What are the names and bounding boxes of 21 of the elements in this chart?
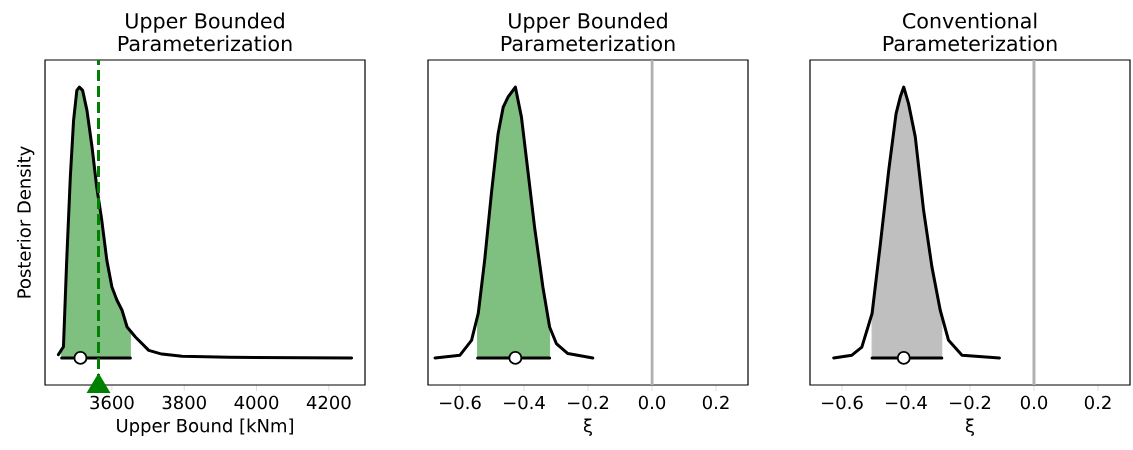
x-tick-label: 4200	[306, 395, 351, 410]
x-tick-label: 3600	[90, 395, 134, 410]
x-tick-label: −0.2	[950, 395, 991, 410]
chart-title: Upper Bounded Parameterization	[501, 12, 675, 52]
chart-title: Upper Bounded Parameterization	[118, 12, 292, 52]
x-tick-label: 0.0	[638, 395, 666, 410]
x-tick-label: 0.2	[702, 395, 729, 410]
x-tick-label: 3800	[162, 395, 206, 410]
x-axis-title: ξ	[583, 418, 592, 436]
x-tick-label: −0.2	[568, 395, 609, 410]
x-tick-label: −0.4	[886, 395, 927, 410]
x-tick-label: 4000	[234, 395, 279, 410]
chart-title: Conventional Parameterization	[883, 12, 1057, 52]
x-axis-title: ξ	[965, 418, 974, 436]
x-tick-label: 0.0	[1020, 395, 1048, 410]
x-tick-label: 0.2	[1084, 395, 1111, 410]
x-tick-label: −0.4	[504, 395, 545, 410]
y-axis-title: Posterior Density	[16, 146, 35, 298]
x-tick-label: −0.6	[440, 395, 481, 410]
x-axis-title: Upper Bound [kNm]	[117, 418, 293, 436]
x-tick-label: −0.6	[822, 395, 863, 410]
